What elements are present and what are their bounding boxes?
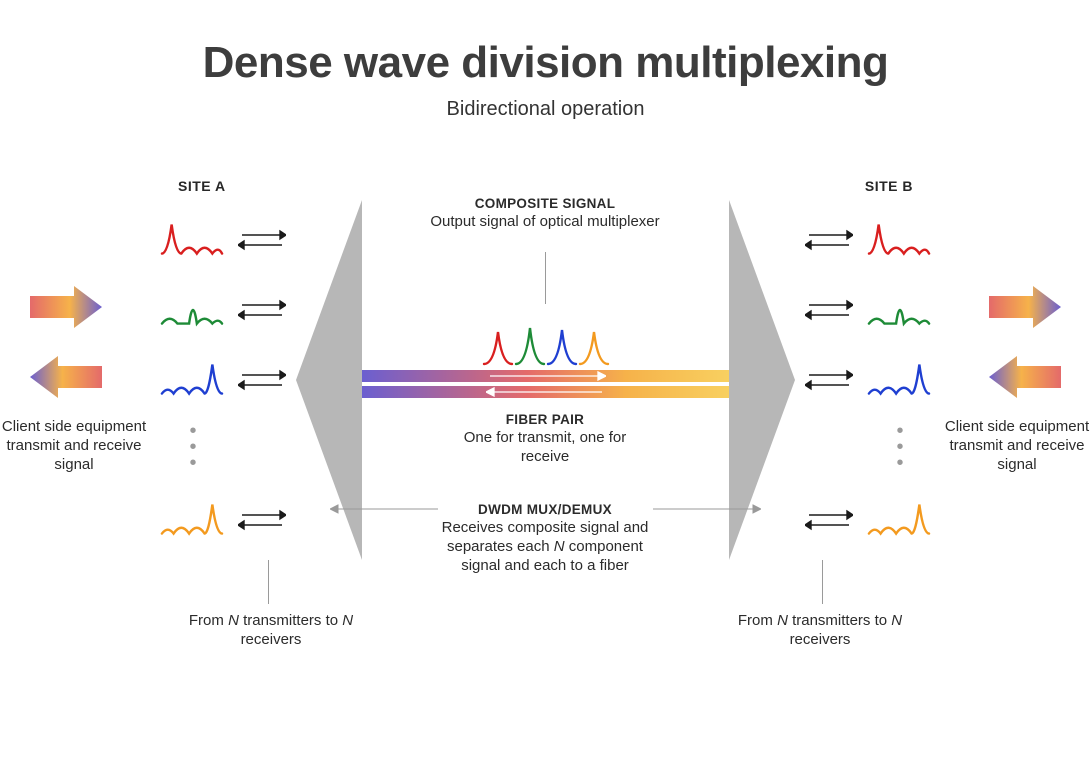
fiber-pair-label: FIBER PAIR One for transmit, one for rec… (445, 412, 645, 467)
fiber-transmit (362, 370, 729, 382)
client-caption-left: Client side equipment transmit and recei… (0, 418, 154, 474)
bi-arrows-left-2 (238, 368, 286, 392)
bi-arrows-right-1 (805, 298, 853, 322)
wave-right-blue (867, 360, 931, 400)
wave-right-red (867, 220, 931, 260)
client-arrow-in-right (989, 356, 1061, 398)
composite-wave-icon (472, 314, 622, 364)
client-arrow-out-right (989, 286, 1061, 328)
client-caption-right: Client side equipment transmit and recei… (937, 418, 1091, 474)
composite-signal-body: Output signal of optical multiplexer (430, 213, 660, 232)
fiber-receive (362, 386, 729, 398)
wave-left-orange (160, 500, 224, 540)
mux-pointer-left (330, 500, 440, 518)
bi-arrows-left-0 (238, 228, 286, 252)
mux-demux-body: Receives composite signal and separates … (435, 519, 655, 575)
page-title: Dense wave division multiplexing (0, 38, 1091, 88)
fiber-pair-body: One for transmit, one for receive (445, 429, 645, 467)
client-arrow-in-left (30, 286, 102, 328)
ellipsis-right: ••• (895, 420, 905, 474)
mux-demux-heading: DWDM MUX/DEMUX (435, 502, 655, 517)
bi-arrows-left-1 (238, 298, 286, 322)
wave-left-blue (160, 360, 224, 400)
bi-arrows-right-0 (805, 228, 853, 252)
composite-signal-pointer (545, 252, 546, 304)
composite-signal-label: COMPOSITE SIGNAL Output signal of optica… (430, 196, 660, 232)
mux-pointer-right (651, 500, 761, 518)
page-subtitle: Bidirectional operation (0, 98, 1091, 121)
ellipsis-left: ••• (188, 420, 198, 474)
footnote-pointer-left (268, 560, 269, 604)
wave-left-red (160, 220, 224, 260)
client-arrow-out-left (30, 356, 102, 398)
footnote-pointer-right (822, 560, 823, 604)
bi-arrows-right-2 (805, 368, 853, 392)
fiber-pair-heading: FIBER PAIR (445, 412, 645, 427)
bi-arrows-right-3 (805, 508, 853, 532)
composite-signal-heading: COMPOSITE SIGNAL (430, 196, 660, 211)
bi-arrows-left-3 (238, 508, 286, 532)
site-a-label: SITE A (178, 178, 226, 194)
transmitter-footnote-right: From N transmitters to N receivers (735, 612, 905, 650)
wave-right-orange (867, 500, 931, 540)
mux-demux-label: DWDM MUX/DEMUX Receives composite signal… (435, 502, 655, 575)
wave-left-green (160, 290, 224, 330)
site-b-label: SITE B (865, 178, 913, 194)
wave-right-green (867, 290, 931, 330)
diagram-stage: Dense wave division multiplexing Bidirec… (0, 0, 1091, 776)
transmitter-footnote-left: From N transmitters to N receivers (186, 612, 356, 650)
